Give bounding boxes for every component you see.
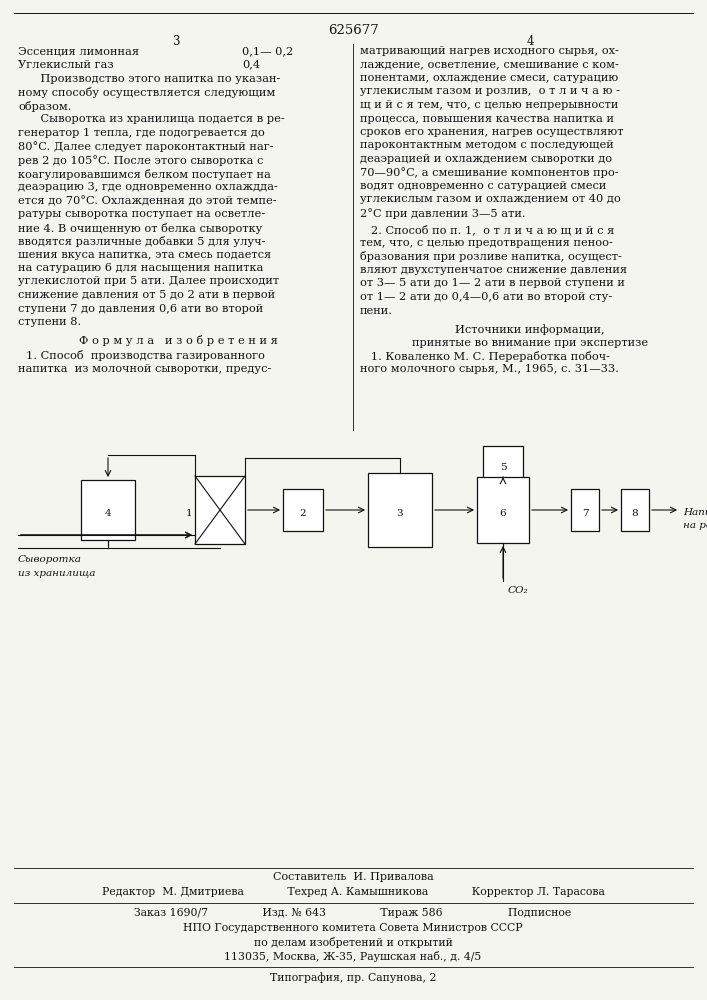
Text: снижение давления от 5 до 2 ати в первой: снижение давления от 5 до 2 ати в первой xyxy=(18,290,275,300)
Text: пароконтактным методом с последующей: пароконтактным методом с последующей xyxy=(360,140,614,150)
Text: 625677: 625677 xyxy=(328,24,379,37)
Bar xyxy=(81,480,135,540)
Text: Сыворотка из хранилища подается в ре-: Сыворотка из хранилища подается в ре- xyxy=(26,114,285,124)
Text: 1. Коваленко М. С. Переработка побоч-: 1. Коваленко М. С. Переработка побоч- xyxy=(360,351,610,362)
Text: по делам изобретений и открытий: по делам изобретений и открытий xyxy=(254,937,452,948)
Text: понентами, охлаждение смеси, сатурацию: понентами, охлаждение смеси, сатурацию xyxy=(360,73,618,83)
Text: 2: 2 xyxy=(300,510,306,518)
Text: ступени 8.: ступени 8. xyxy=(18,317,81,327)
Text: 3: 3 xyxy=(397,510,403,518)
Text: напитка  из молочной сыворотки, предус-: напитка из молочной сыворотки, предус- xyxy=(18,363,271,373)
Text: углекислым газом и охлаждением от 40 до: углекислым газом и охлаждением от 40 до xyxy=(360,194,621,205)
Text: углекислым газом и розлив,  о т л и ч а ю -: углекислым газом и розлив, о т л и ч а ю… xyxy=(360,87,620,97)
Text: ется до 70°C. Охлажденная до этой темпе-: ется до 70°C. Охлажденная до этой темпе- xyxy=(18,196,276,206)
Text: от 1— 2 ати до 0,4—0,6 ати во второй сту-: от 1— 2 ати до 0,4—0,6 ати во второй сту… xyxy=(360,292,612,302)
Text: коагулировавшимся белком поступает на: коагулировавшимся белком поступает на xyxy=(18,168,271,180)
Text: процесса, повышения качества напитка и: процесса, повышения качества напитка и xyxy=(360,113,614,123)
Text: лаждение, осветление, смешивание с ком-: лаждение, осветление, смешивание с ком- xyxy=(360,60,619,70)
Text: пени.: пени. xyxy=(360,306,393,316)
Text: щ и й с я тем, что, с целью непрерывности: щ и й с я тем, что, с целью непрерывност… xyxy=(360,100,619,110)
Text: 5: 5 xyxy=(500,462,506,472)
Text: 2°C при давлении 3—5 ати.: 2°C при давлении 3—5 ати. xyxy=(360,208,525,219)
Text: вводятся различные добавки 5 для улуч-: вводятся различные добавки 5 для улуч- xyxy=(18,236,266,247)
Text: принятые во внимание при экспертизе: принятые во внимание при экспертизе xyxy=(412,338,648,348)
Text: НПО Государственного комитета Совета Министров СССР: НПО Государственного комитета Совета Мин… xyxy=(183,923,522,933)
Text: 7: 7 xyxy=(582,510,588,518)
Text: бразования при розливе напитка, осущест-: бразования при розливе напитка, осущест- xyxy=(360,251,622,262)
Text: Редактор  М. Дмитриева    Техред А. Камышникова    Корректор Л. Тарасова: Редактор М. Дмитриева Техред А. Камышник… xyxy=(102,887,604,897)
Text: Производство этого напитка по указан-: Производство этого напитка по указан- xyxy=(26,74,281,84)
Text: Заказ 1690/7     Изд. № 643     Тираж 586      Подписное: Заказ 1690/7 Изд. № 643 Тираж 586 Подпис… xyxy=(134,908,572,918)
Text: вляют двухступенчатое снижение давления: вляют двухступенчатое снижение давления xyxy=(360,265,627,275)
Text: углекислотой при 5 ати. Далее происходит: углекислотой при 5 ати. Далее происходит xyxy=(18,276,279,286)
Text: от 3— 5 ати до 1— 2 ати в первой ступени и: от 3— 5 ати до 1— 2 ати в первой ступени… xyxy=(360,278,625,288)
Text: 6: 6 xyxy=(500,510,506,518)
Text: 70—90°C, а смешивание компонентов про-: 70—90°C, а смешивание компонентов про- xyxy=(360,167,619,178)
Text: 4: 4 xyxy=(526,35,534,48)
Bar xyxy=(477,477,529,543)
Text: 80°C. Далее следует пароконтактный наг-: 80°C. Далее следует пароконтактный наг- xyxy=(18,141,274,152)
Text: Ф о р м у л а   и з о б р е т е н и я: Ф о р м у л а и з о б р е т е н и я xyxy=(78,336,277,347)
Text: водят одновременно с сатурацией смеси: водят одновременно с сатурацией смеси xyxy=(360,181,607,191)
Text: Углекислый газ: Углекислый газ xyxy=(18,60,114,70)
Text: 113035, Москва, Ж-35, Раушская наб., д. 4/5: 113035, Москва, Ж-35, Раушская наб., д. … xyxy=(224,951,481,962)
Text: 1. Способ  производства газированного: 1. Способ производства газированного xyxy=(26,350,265,361)
Text: шения вкуса напитка, эта смесь подается: шения вкуса напитка, эта смесь подается xyxy=(18,249,271,259)
Text: сроков его хранения, нагрев осуществляют: сроков его хранения, нагрев осуществляют xyxy=(360,127,624,137)
Bar xyxy=(483,446,523,481)
Text: 0,4: 0,4 xyxy=(242,60,260,70)
Text: генератор 1 тепла, где подогревается до: генератор 1 тепла, где подогревается до xyxy=(18,128,264,138)
Bar xyxy=(195,476,245,544)
Text: 0,1— 0,2: 0,1— 0,2 xyxy=(242,46,293,56)
Text: ратуры сыворотка поступает на осветле-: ратуры сыворотка поступает на осветле- xyxy=(18,209,265,219)
Text: образом.: образом. xyxy=(18,101,71,112)
Text: Напиток: Напиток xyxy=(683,508,707,517)
Text: ному способу осуществляется следующим: ному способу осуществляется следующим xyxy=(18,88,275,99)
Text: Эссенция лимонная: Эссенция лимонная xyxy=(18,46,139,56)
Text: деаэрацию 3, где одновременно охлаждда-: деаэрацию 3, где одновременно охлаждда- xyxy=(18,182,278,192)
Text: ние 4. В очищенную от белка сыворотку: ние 4. В очищенную от белка сыворотку xyxy=(18,223,262,233)
Text: матривающий нагрев исходного сырья, ох-: матривающий нагрев исходного сырья, ох- xyxy=(360,46,619,56)
Text: 3: 3 xyxy=(173,35,180,48)
Bar xyxy=(571,489,599,531)
Text: Источники информации,: Источники информации, xyxy=(455,324,604,335)
Text: 8: 8 xyxy=(631,510,638,518)
Text: на сатурацию 6 для насыщения напитка: на сатурацию 6 для насыщения напитка xyxy=(18,263,264,273)
Text: из хранилища: из хранилища xyxy=(18,569,95,578)
Bar xyxy=(368,473,432,547)
Text: CO₂: CO₂ xyxy=(508,586,529,595)
Text: на розлив: на розлив xyxy=(683,521,707,530)
Text: деаэрацией и охлаждением сыворотки до: деаэрацией и охлаждением сыворотки до xyxy=(360,154,612,164)
Text: Сыворотка: Сыворотка xyxy=(18,555,82,564)
Text: 2. Способ по п. 1,  о т л и ч а ю щ и й с я: 2. Способ по п. 1, о т л и ч а ю щ и й с… xyxy=(360,225,614,235)
Text: 1: 1 xyxy=(185,508,192,518)
Text: ступени 7 до давления 0,6 ати во второй: ступени 7 до давления 0,6 ати во второй xyxy=(18,304,263,314)
Text: Составитель  И. Привалова: Составитель И. Привалова xyxy=(273,872,433,882)
Text: рев 2 до 105°C. После этого сыворотка с: рев 2 до 105°C. После этого сыворотка с xyxy=(18,155,264,166)
Bar xyxy=(283,489,323,531)
Text: ного молочного сырья, М., 1965, с. 31—33.: ного молочного сырья, М., 1965, с. 31—33… xyxy=(360,364,619,374)
Text: тем, что, с целью предотвращения пеноо-: тем, что, с целью предотвращения пеноо- xyxy=(360,238,613,248)
Bar xyxy=(621,489,649,531)
Text: 4: 4 xyxy=(105,510,111,518)
Text: Типография, пр. Сапунова, 2: Типография, пр. Сапунова, 2 xyxy=(270,972,436,983)
